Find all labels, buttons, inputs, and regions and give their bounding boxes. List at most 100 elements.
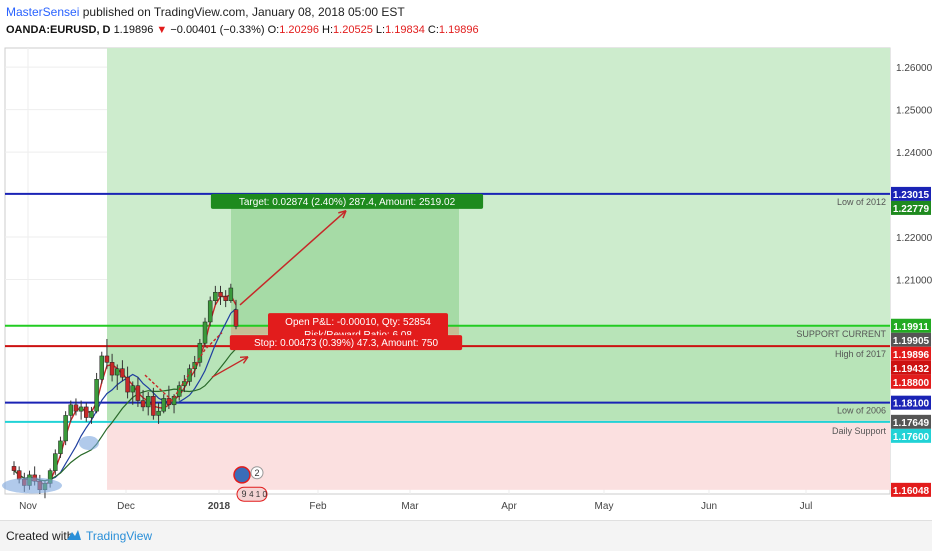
price-label[interactable]: 1.17600 (891, 428, 931, 443)
price-label[interactable]: 1.19905 (891, 332, 931, 347)
stop-label[interactable]: Stop: 0.00473 (0.39%) 47.3, Amount: 750 (229, 335, 463, 351)
time-axis[interactable]: Nov Dec 2018 Feb Mar Apr May Jun Jul (19, 501, 812, 512)
drawing-overlays: Target: 0.02874 (2.40%) 287.4, Amount: 2… (2, 193, 484, 502)
open-label: O: (267, 24, 280, 36)
position-zones (107, 48, 890, 490)
x-tick-label: Jul (800, 501, 813, 512)
x-tick-label: 2018 (208, 501, 231, 512)
level-label: Daily Support (832, 426, 887, 436)
footer-bar: Created with TradingView (0, 520, 932, 551)
candle-body (109, 362, 115, 376)
price-label[interactable]: 1.19911 (891, 318, 931, 333)
price-label-text: 1.22779 (893, 204, 930, 215)
candle-body (166, 398, 172, 406)
event-count: 9 (241, 489, 246, 499)
x-tick-label: May (595, 501, 614, 512)
author-link[interactable]: MasterSensei (6, 5, 80, 19)
price-label-text: 1.16048 (893, 486, 930, 497)
close-value: 1.19896 (438, 24, 479, 36)
candle-body (115, 368, 120, 376)
price-label[interactable]: 1.19896 (891, 346, 931, 361)
price-chart[interactable]: Low of 2012 SUPPORT CURRENT High of 2017 Lo… (0, 44, 932, 520)
target-label[interactable]: Target: 0.02874 (2.40%) 287.4, Amount: 2… (210, 193, 484, 209)
stop-arrow (211, 356, 249, 378)
price-label[interactable]: 1.18800 (891, 374, 931, 389)
target-label-bg (210, 193, 484, 209)
target-arrow (239, 210, 347, 306)
price-label-bg (891, 395, 931, 410)
path-line (144, 332, 223, 402)
price-label-text: 1.18100 (893, 399, 930, 410)
price-label-text: 1.23015 (893, 190, 930, 201)
candle-body (53, 453, 58, 471)
x-tick-label: Dec (117, 501, 135, 512)
candle-body (223, 296, 228, 301)
stop-label-text: Stop: 0.00473 (0.39%) 47.3, Amount: 750 (254, 338, 438, 349)
price-label[interactable]: 1.19432 (891, 360, 931, 375)
price-label-text: 1.19905 (893, 336, 930, 347)
price-label-text: 1.18800 (893, 378, 930, 389)
y-tick-label: 1.24000 (896, 148, 932, 159)
level-label: High of 2017 (835, 349, 886, 359)
level-label: SUPPORT CURRENT (796, 329, 886, 339)
tradingview-brand[interactable]: TradingView (86, 529, 153, 543)
candle-body (16, 470, 22, 480)
price-label[interactable]: 1.22779 (891, 200, 931, 215)
candle-body (78, 406, 84, 412)
price-label-bg (891, 428, 931, 443)
price-label[interactable]: 1.17649 (891, 414, 931, 429)
candle-body (135, 385, 141, 401)
candle-body (202, 321, 208, 344)
last-price: 1.19896 (113, 24, 154, 36)
price-label[interactable]: 1.18100 (891, 395, 931, 410)
candle-body (120, 368, 125, 378)
chart-header: MasterSensei published on TradingView.co… (0, 0, 932, 44)
price-label-bg (891, 414, 931, 429)
low-label: L: (375, 24, 386, 36)
candle-body (151, 396, 156, 416)
stop-label-bg (229, 335, 463, 351)
event-count-bubble (250, 466, 264, 480)
price-label-bg (891, 332, 931, 347)
candle-body (104, 355, 110, 363)
candle-body (130, 385, 135, 393)
price-label-text: 1.19896 (893, 350, 930, 361)
x-tick-label: Mar (401, 501, 419, 512)
price-label[interactable]: 1.23015 (891, 186, 931, 201)
price-axis[interactable]: 1.26000 1.25000 1.24000 1.22000 1.21000 1.230… (891, 63, 932, 497)
target-box (231, 203, 459, 327)
target-label-text: Target: 0.02874 (2.40%) 287.4, Amount: 2… (239, 197, 456, 208)
highlight-ellipse (79, 436, 99, 451)
high-label: H: (322, 24, 334, 36)
created-with-text: Created with (6, 529, 74, 543)
highlight-ellipse (2, 477, 62, 494)
y-tick-label: 1.22000 (896, 233, 932, 244)
event-count: 2 (254, 468, 259, 478)
candle-body (218, 291, 223, 297)
arrowhead (239, 356, 249, 364)
x-tick-label: Nov (19, 501, 37, 512)
tradingview-logo-icon (67, 530, 81, 540)
profit-zone-wide (107, 48, 890, 327)
candle-body (213, 291, 218, 301)
price-label-bg (891, 346, 931, 361)
price-label[interactable]: 1.16048 (891, 482, 931, 497)
candle-body (233, 309, 239, 327)
economic-event-icon[interactable]: 2 (233, 466, 264, 484)
candle-body (125, 376, 130, 393)
price-label-bg (891, 318, 931, 333)
close-label: C: (427, 24, 439, 36)
x-tick-label: Feb (309, 501, 327, 512)
symbol-info: OANDA:EURUSD, D 1.19896 ▼ −0.00401 (−0.3… (6, 24, 479, 36)
candle-body (11, 466, 17, 471)
candle-body (156, 410, 161, 416)
candle-body (161, 398, 166, 412)
y-tick-label: 1.21000 (896, 275, 932, 286)
candlesticks (11, 283, 239, 499)
candle-body (73, 404, 79, 412)
level-label: Low of 2006 (837, 406, 886, 416)
event-count: 4 1 0 (249, 490, 267, 499)
symbol-name[interactable]: OANDA:EURUSD, D (6, 24, 111, 36)
down-arrow-icon: ▼ (156, 24, 168, 36)
